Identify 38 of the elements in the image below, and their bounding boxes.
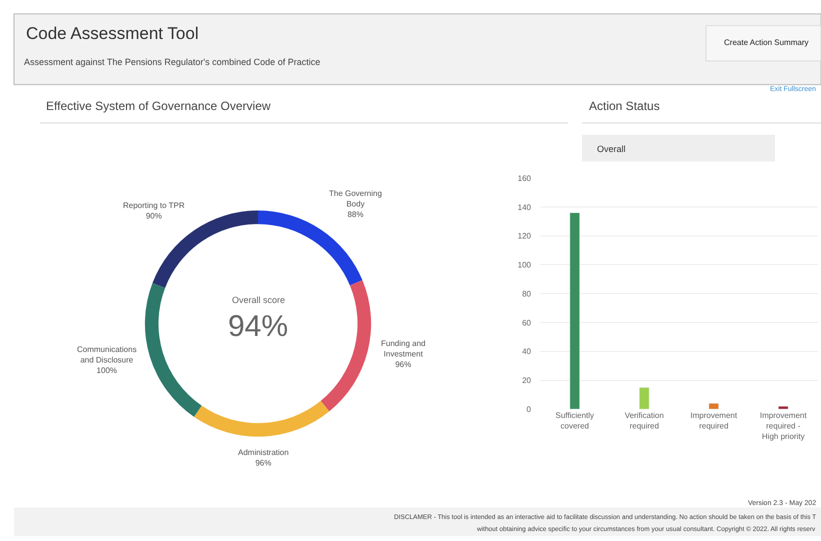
- data-label: 90%: [146, 211, 162, 220]
- x-tick-label: Improvement required - High priority: [760, 411, 808, 441]
- y-tick-label: 160: [518, 174, 532, 183]
- y-tick-label: 140: [518, 202, 532, 212]
- donut-slice: [194, 400, 330, 437]
- y-tick-label: 0: [526, 404, 532, 414]
- text: Code Assessment Tool: [26, 24, 199, 43]
- y-tick-label: 60: [522, 318, 532, 328]
- x-tick-label: Improvement required: [690, 411, 738, 431]
- slice-label: Administration: [238, 448, 289, 457]
- donut-slice: [258, 210, 362, 286]
- y-tick-label: 120: [518, 232, 532, 241]
- text: Create Action Summary: [724, 38, 808, 47]
- data-label: 96%: [395, 360, 412, 369]
- slice-label: Communications and Disclosure: [77, 345, 137, 364]
- text: Assessment against The Pensions Regulator's combined Code of Practice: [24, 57, 320, 67]
- donut-slice: [144, 282, 202, 417]
- data-label: 88%: [347, 210, 364, 219]
- y-tick-label: 40: [522, 347, 532, 356]
- bar: [778, 406, 788, 410]
- text: 94%: [228, 310, 288, 343]
- bar: [639, 387, 650, 410]
- text: Overall: [597, 144, 626, 154]
- chart-title: Action Status: [589, 99, 660, 113]
- slice-label: Funding and Investment: [381, 339, 426, 358]
- text: Overall score: [232, 295, 286, 305]
- data-label: 100%: [96, 366, 118, 375]
- y-tick-label: 20: [522, 376, 532, 386]
- bar: [708, 403, 719, 410]
- data-label: 96%: [255, 458, 272, 468]
- slice-label: The Governing Body: [329, 189, 382, 208]
- slice-label: Reporting to TPR: [123, 201, 185, 210]
- y-tick-label: 80: [522, 289, 532, 298]
- x-tick-label: Sufficiently covered: [555, 411, 594, 431]
- y-tick-label: 100: [518, 260, 532, 270]
- x-tick-label: Verification required: [624, 411, 664, 431]
- chart-title: Effective System of Governance Overview: [46, 99, 271, 113]
- donut-slice: [320, 280, 372, 412]
